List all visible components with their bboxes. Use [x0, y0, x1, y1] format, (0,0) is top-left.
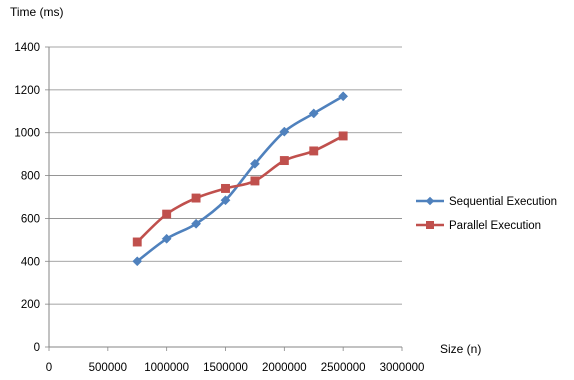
series-sequential-execution — [132, 91, 349, 267]
data-point — [308, 108, 319, 119]
data-point — [279, 126, 290, 137]
x-axis-title: Size (n) — [440, 342, 481, 356]
data-point — [191, 193, 201, 203]
data-point — [191, 218, 202, 229]
legend-marker — [426, 221, 434, 229]
x-tick-labels: 0 500000 1000000 1500000 2000000 2500000 30000… — [46, 362, 425, 374]
gridlines — [49, 46, 402, 305]
series-parallel-execution — [132, 131, 348, 247]
x-tick-label: 500000 — [89, 362, 127, 374]
legend: Sequential Execution Parallel Execution — [416, 196, 557, 232]
y-tick-label: 0 — [34, 342, 40, 354]
y-tick-label: 800 — [21, 171, 40, 183]
x-tick-label: 2500000 — [321, 362, 366, 374]
y-tick-label: 400 — [21, 256, 40, 268]
data-point — [161, 233, 172, 244]
legend-item: Sequential Execution — [416, 196, 557, 208]
legend-item: Parallel Execution — [416, 220, 541, 232]
data-point — [221, 183, 230, 193]
axes — [45, 46, 403, 351]
y-tick-labels: 0 200 400 600 800 1000 1200 1400 — [14, 42, 40, 354]
data-point — [279, 156, 289, 166]
data-point — [338, 131, 348, 141]
data-point — [132, 256, 143, 267]
series-lines — [132, 91, 349, 267]
legend-marker — [425, 196, 435, 206]
data-point — [338, 91, 349, 102]
x-tick-label: 3000000 — [380, 362, 425, 374]
x-tick-label: 1000000 — [144, 362, 189, 374]
y-tick-label: 1000 — [14, 128, 40, 140]
data-point — [162, 209, 172, 219]
data-point — [309, 146, 319, 156]
y-tick-label: 200 — [21, 299, 40, 311]
x-tick-label: 2000000 — [262, 362, 307, 374]
legend-label: Sequential Execution — [449, 196, 557, 208]
y-tick-label: 1400 — [14, 42, 40, 54]
data-point — [249, 158, 260, 169]
data-point — [220, 195, 231, 206]
data-point — [132, 237, 142, 247]
x-tick-label: 0 — [46, 362, 52, 374]
y-axis-title: Time (ms) — [10, 5, 64, 19]
y-tick-label: 600 — [21, 213, 40, 225]
data-point — [250, 176, 260, 186]
y-tick-label: 1200 — [14, 85, 40, 97]
x-tick-label: 1500000 — [203, 362, 248, 374]
legend-label: Parallel Execution — [449, 220, 541, 232]
